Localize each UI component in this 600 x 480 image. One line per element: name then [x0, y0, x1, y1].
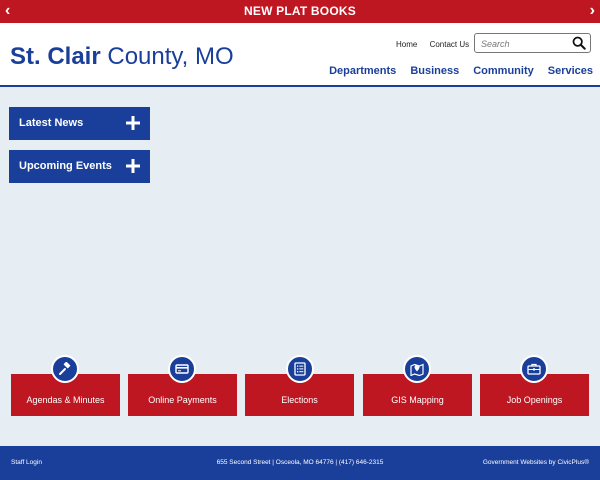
upcoming-events-button[interactable]: Upcoming Events	[9, 150, 150, 183]
credit-card-icon	[175, 364, 189, 374]
quick-link-icon-circle[interactable]	[286, 355, 314, 383]
search-icon[interactable]	[572, 36, 586, 50]
quick-link-label: Elections	[281, 395, 318, 405]
site-footer: Staff Login 655 Second Street | Osceola,…	[0, 446, 600, 480]
latest-news-label: Latest News	[19, 117, 84, 129]
main-nav: Departments Business Community Services	[329, 65, 593, 77]
map-pin-icon	[410, 363, 424, 376]
util-link-home[interactable]: Home	[396, 40, 418, 49]
quick-link-icon-circle[interactable]	[51, 355, 79, 383]
ballot-list-icon	[294, 362, 306, 376]
staff-login-link[interactable]: Staff Login	[11, 459, 42, 466]
quick-link-icon-circle[interactable]	[520, 355, 548, 383]
quick-link-label: Online Payments	[148, 395, 217, 405]
alert-prev-arrow-icon[interactable]: ‹	[5, 2, 11, 19]
civicplus-credit-link[interactable]: Government Websites by CivicPlus®	[482, 459, 589, 466]
utility-links: Home Contact Us	[396, 40, 479, 49]
search-box	[474, 33, 591, 53]
nav-services[interactable]: Services	[547, 65, 593, 77]
alert-next-arrow-icon[interactable]: ›	[589, 2, 595, 19]
briefcase-icon	[527, 363, 541, 375]
upcoming-events-label: Upcoming Events	[19, 160, 112, 172]
logo-suffix: County, MO	[100, 43, 234, 70]
site-logo[interactable]: St. Clair County, MO	[10, 43, 234, 71]
nav-community[interactable]: Community	[473, 65, 534, 77]
alert-bar: ‹ NEW PLAT BOOKS ›	[0, 0, 600, 23]
util-link-contact-us[interactable]: Contact Us	[429, 40, 470, 49]
logo-name: St. Clair	[10, 43, 101, 70]
quick-link-label: Agendas & Minutes	[26, 395, 105, 405]
quick-link-icon-circle[interactable]	[403, 355, 431, 383]
plus-icon	[126, 116, 140, 130]
alert-link[interactable]: NEW PLAT BOOKS	[244, 4, 356, 18]
footer-address: 655 Second Street | Osceola, MO 64776 | …	[216, 459, 384, 466]
gavel-icon	[59, 362, 71, 375]
plus-icon	[126, 159, 140, 173]
quick-link-label: Job Openings	[506, 395, 563, 405]
latest-news-button[interactable]: Latest News	[9, 107, 150, 140]
site-header: St. Clair County, MO Home Contact Us Dep…	[0, 23, 600, 87]
nav-business[interactable]: Business	[410, 65, 460, 77]
quick-link-label: GIS Mapping	[391, 395, 444, 405]
search-input[interactable]	[481, 37, 569, 50]
nav-departments[interactable]: Departments	[329, 65, 397, 77]
quick-link-icon-circle[interactable]	[168, 355, 196, 383]
